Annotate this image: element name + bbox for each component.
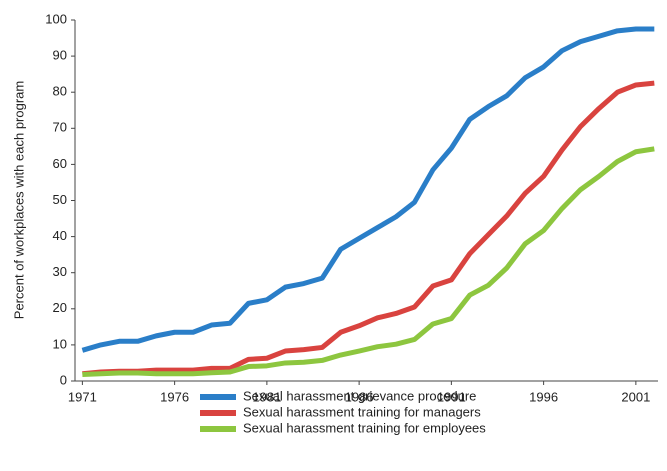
y-tick-label: 70 xyxy=(53,120,67,135)
series-line xyxy=(82,146,655,378)
x-tick-label: 1976 xyxy=(160,389,189,404)
y-tick-label: 80 xyxy=(53,84,67,99)
legend-label: Sexual harassment training for employees xyxy=(243,420,486,435)
y-tick-label: 60 xyxy=(53,156,67,171)
series-line xyxy=(81,26,655,353)
legend-label: Sexual harassment training for managers xyxy=(243,404,481,419)
y-axis-label: Percent of workplaces with each program xyxy=(11,81,26,319)
y-tick-label: 100 xyxy=(45,11,67,26)
y-tick-label: 10 xyxy=(53,336,67,351)
x-tick-label: 1986 xyxy=(345,389,374,404)
x-tick-label: 1981 xyxy=(252,389,281,404)
legend-label: Sexual harassment grievance procedure xyxy=(243,388,476,403)
y-tick-label: 30 xyxy=(53,264,67,279)
x-tick-label: 1996 xyxy=(529,389,558,404)
y-tick-label: 90 xyxy=(53,48,67,63)
y-tick-label: 40 xyxy=(53,228,67,243)
x-tick-label: 1971 xyxy=(68,389,97,404)
y-tick-label: 0 xyxy=(60,372,67,387)
y-tick-label: 50 xyxy=(53,192,67,207)
y-tick-label: 20 xyxy=(53,300,67,315)
x-tick-label: 1991 xyxy=(437,389,466,404)
x-tick-label: 2001 xyxy=(621,389,650,404)
series-line xyxy=(82,80,655,377)
